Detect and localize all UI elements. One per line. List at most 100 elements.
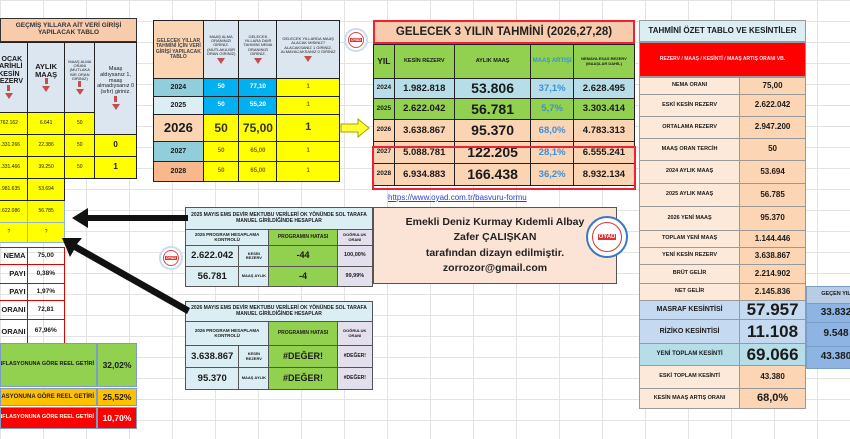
down-arrow-icon	[217, 57, 226, 64]
forecast-table: YIL KESİN REZERV AYLIK MAAŞ MAAŞ ARTIŞI …	[373, 44, 636, 186]
table-row: TOPLAM YENİ MAAŞ 1.144.446	[638, 230, 806, 248]
rezerv-input[interactable]: 1.981.635	[0, 178, 28, 201]
check-accuracy: #DEĞER!	[336, 367, 374, 390]
year-cell: 2025	[373, 98, 395, 120]
flag-input[interactable]: 1	[276, 96, 340, 115]
flag-input[interactable]: 1	[94, 156, 137, 179]
artis-cell: 28,1%	[530, 141, 574, 164]
oran-input[interactable]: 50	[202, 96, 240, 115]
nema-input[interactable]: 75,00	[238, 114, 278, 142]
year-cell: 2025	[153, 96, 204, 115]
oran-input[interactable]: 50	[202, 141, 240, 162]
check-error: #DEĞER!	[268, 345, 338, 368]
past-years-table: 1 OCAK TARİHLİ KESİN REZERV AYLIK MAAŞ M…	[0, 42, 137, 243]
table-row: 2027 50 65,00 1	[153, 141, 340, 162]
maas-cell: 122.205	[453, 141, 532, 164]
table-row: 95.370 MAAŞ AYLIK #DEĞER! #DEĞER!	[184, 367, 374, 390]
summary-title: TAHMİNİ ÖZET TABLO VE KESİNTİLER	[639, 20, 806, 42]
future-maas-alma-header: MAAŞ ALMA ORANINIZI GİRİNİZ. (MUTLAKA Bİ…	[202, 20, 240, 79]
summary-subtitle: REZERV / MAAŞ / KESİNTİ / MAAŞ ARTIŞ ORA…	[639, 42, 806, 77]
table-row: ESKİ TOPLAM KESİNTİ 43.380	[638, 365, 806, 389]
artis-cell: 36,2%	[530, 163, 574, 186]
year-cell: 2026	[373, 119, 395, 142]
check-accuracy: #DEĞER!	[336, 345, 374, 368]
flag-input[interactable]: 1	[276, 161, 340, 182]
year-cell: 2028	[153, 161, 204, 182]
table-row: ESKİ KESİN REZERV 2.622.042	[638, 94, 806, 117]
oyad-logo-icon: OYAD	[159, 246, 183, 270]
real-return-row-3: ENFLASYONUNA GÖRE REEL GETİRİ	[0, 407, 97, 429]
oyad-logo-icon: OYAD	[586, 216, 628, 258]
future-alacak-header: GELECEK YILLARDA MAAŞ ALACAK MISINIZ? AL…	[276, 20, 340, 79]
table-row: 2028 6.934.883 166.438 36,2% 8.932.134	[373, 163, 636, 186]
artis-cell: 68,0%	[530, 119, 574, 142]
stat-value: 67,96%	[26, 319, 66, 344]
check-label: MAAŞ AYLIK	[238, 266, 270, 287]
table-row: 1.331.466 39.250 50 1	[0, 156, 137, 179]
maas-input[interactable]: 22.386	[26, 134, 66, 157]
check-value: 95.370	[184, 367, 240, 390]
flag-input[interactable]: 1	[276, 78, 340, 97]
oran-input[interactable]: 50	[202, 78, 240, 97]
past-years-title: GEÇMİŞ YILLARA AİT VERİ GİRİŞİ YAPILACAK…	[0, 18, 137, 42]
maas-input[interactable]: 56.785	[26, 200, 66, 223]
maas-cell: 95.370	[453, 119, 532, 142]
stat-label: ORANI	[0, 300, 28, 320]
oran-input[interactable]: 50	[202, 161, 240, 182]
oran-input[interactable]: 50	[202, 114, 240, 142]
oyad-logo-icon: OYAD	[344, 28, 368, 52]
check-error-header: PROGRAMIN HATASI	[268, 321, 338, 346]
rezerv-cell: 5.088.781	[393, 141, 455, 164]
rezerv-cell: 2.622.042	[393, 98, 455, 120]
prev-masraf: 33.832	[806, 303, 850, 323]
maas-input[interactable]: 39.250	[26, 156, 66, 179]
future-input-table: GELECEK YILLAR TAHMİNİ İÇİN VERİ GİRİŞİ …	[153, 20, 340, 182]
maas-input[interactable]: 53.694	[26, 178, 66, 201]
forecast-title: GELECEK 3 YILIN TAHMİNİ (2026,27,28)	[373, 20, 635, 44]
nema-rezerv-cell: 3.303.414	[572, 98, 636, 120]
masraf-value: 57.957	[739, 300, 806, 320]
nema-rezerv-cell: 4.783.313	[572, 119, 636, 142]
nema-rezerv-cell: 8.932.134	[572, 163, 636, 186]
rezerv-input[interactable]: 1.331.466	[0, 156, 28, 179]
summary-table: NEMA ORANI 75,00 ESKİ KESİN REZERV 2.622.0…	[638, 77, 806, 409]
oran-input[interactable]: 50	[64, 134, 96, 157]
rezerv-input[interactable]: 762.162	[0, 112, 28, 135]
table-row: MASRAF KESİNTİSİ 57.957	[638, 300, 806, 320]
left-arrow-icon	[72, 208, 188, 228]
real-return-label: ENFLASYONUNA GÖRE REEL GETİRİ	[0, 414, 94, 421]
header-nemaya-esas: NEMAYA ESAS REZERV (MAAŞLAR DAHİL)	[572, 44, 636, 79]
nema-input[interactable]: 77,10	[238, 78, 278, 97]
real-return-value-1: 32,02%	[97, 343, 137, 387]
credit-email[interactable]: zorrozor@gmail.com	[442, 261, 548, 274]
flag-input[interactable]: 0	[94, 134, 137, 157]
stat-label: ORANI	[0, 319, 28, 344]
table-row: 1.981.635 53.694	[0, 178, 137, 201]
stat-label: PAYI	[0, 283, 28, 301]
maas-input[interactable]: 6.641	[26, 112, 66, 135]
masraf-label: MASRAF KESİNTİSİ	[638, 300, 741, 320]
rezerv-input[interactable]: ?	[0, 222, 28, 243]
nema-input[interactable]: 65,00	[238, 161, 278, 182]
table-row: RİZİKO KESİNTİSİ 11.108	[638, 319, 806, 344]
nema-input[interactable]: 65,00	[238, 141, 278, 162]
nema-input[interactable]: 55,20	[238, 96, 278, 115]
check-accuracy-header: DOĞRULUK ORANI	[336, 229, 374, 246]
oran-input[interactable]: 50	[64, 112, 96, 135]
prev-year-header: GEÇEN YIL	[806, 286, 850, 304]
down-arrow-icon	[304, 55, 313, 62]
oran-input[interactable]: 50	[64, 156, 96, 179]
past-years-title-text: GEÇMİŞ YILLARA AİT VERİ GİRİŞİ YAPILACAK…	[15, 22, 122, 36]
down-arrow-icon	[42, 86, 51, 93]
check-control-header: 2026 PROGRAM HESAPLAMA KONTROLÜ	[184, 321, 270, 346]
check-2025-table: 2025 MAYIS EMS DEVİR MEKTUBU VERİLERİ OK…	[184, 207, 374, 287]
maas-input[interactable]: ?	[26, 222, 66, 243]
oyad-form-link[interactable]: https://www.oyad.com.tr/basvuru-formu	[388, 193, 527, 202]
rezerv-input[interactable]: 1.331.266	[0, 134, 28, 157]
flag-input[interactable]: 1	[276, 114, 340, 142]
rezerv-input[interactable]: 2.622.086	[0, 200, 28, 223]
flag-input[interactable]: 1	[276, 141, 340, 162]
header-maas-aldiysaniz: Maaş aldıysanız 1, maaş almadıysanız 0 (…	[94, 42, 137, 135]
down-arrow-icon	[111, 103, 120, 110]
credit-line: tarafından dizayn edilmiştir.	[425, 246, 565, 259]
